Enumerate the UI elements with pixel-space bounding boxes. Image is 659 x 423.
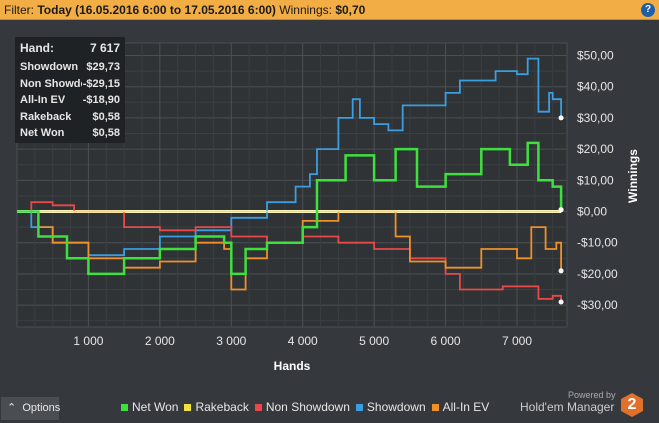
y-tick-label: -$10,00 bbox=[577, 236, 618, 250]
tooltip-row: Showdown $29,73 bbox=[15, 59, 125, 76]
legend: Net Won Rakeback Non Showdown Showdown All-I… bbox=[121, 400, 489, 414]
filter-label: Filter: bbox=[4, 3, 34, 17]
winnings-label: Winnings: bbox=[279, 3, 332, 17]
series-end-point bbox=[558, 299, 564, 305]
series-line-net-won bbox=[17, 141, 563, 276]
tooltip-label: Net Won bbox=[20, 127, 65, 139]
tooltip-value: $0,58 bbox=[92, 110, 120, 123]
legend-swatch bbox=[184, 403, 192, 411]
tooltip-row: Rakeback $0,58 bbox=[15, 109, 125, 126]
x-tick-label: 7 000 bbox=[502, 334, 532, 348]
tooltip-row: Hand: 7 617 bbox=[15, 37, 125, 59]
tooltip-label: Rakeback bbox=[20, 110, 72, 123]
legend-label: All-In EV bbox=[442, 400, 490, 414]
x-tick-label: 5 000 bbox=[359, 334, 389, 348]
tooltip-label: Non Showdown bbox=[20, 77, 82, 90]
y-tick-label: $40,00 bbox=[577, 80, 614, 94]
brand-logo-icon: 2 bbox=[621, 393, 643, 417]
legend-label: Rakeback bbox=[195, 400, 249, 414]
y-tick-label: $0,00 bbox=[577, 205, 607, 219]
options-label: Options bbox=[22, 402, 61, 414]
tooltip-label: Showdown bbox=[20, 61, 79, 73]
options-button[interactable]: ⌃ Options bbox=[1, 397, 61, 420]
powered-by: Powered by bbox=[568, 390, 616, 400]
series-line-showdown bbox=[17, 57, 562, 257]
x-tick-label: 6 000 bbox=[431, 334, 461, 348]
y-tick-label: $30,00 bbox=[577, 111, 614, 125]
y-tick-label: -$20,00 bbox=[577, 267, 618, 281]
legend-swatch bbox=[355, 403, 363, 411]
x-axis-label: Hands bbox=[274, 359, 311, 373]
x-tick-label: 4 000 bbox=[288, 334, 318, 348]
legend-item[interactable]: Net Won bbox=[121, 400, 178, 414]
tooltip-label: Hand: bbox=[20, 41, 54, 55]
y-tick-label: $10,00 bbox=[577, 173, 614, 187]
legend-item[interactable]: Non Showdown bbox=[254, 400, 350, 414]
tooltip-value: $29,73 bbox=[86, 61, 120, 73]
y-tick-label: $20,00 bbox=[577, 142, 614, 156]
brand-name: Hold'em Manager bbox=[520, 400, 615, 414]
legend-item[interactable]: All-In EV bbox=[431, 400, 490, 414]
tooltip-row: Net Won $0,58 bbox=[15, 125, 125, 142]
tooltip-row: Non Showdown-$29,15 bbox=[15, 76, 125, 93]
tooltip-value: -$18,90 bbox=[82, 94, 120, 106]
legend-swatch bbox=[431, 403, 439, 411]
y-axis-label: Winnings bbox=[626, 149, 640, 203]
x-tick-label: 2 000 bbox=[145, 334, 175, 348]
legend-label: Showdown bbox=[366, 400, 426, 414]
series-end-point bbox=[558, 268, 564, 274]
x-tick-label: 1 000 bbox=[73, 334, 103, 348]
legend-swatch bbox=[121, 403, 128, 411]
legend-swatch bbox=[254, 403, 262, 411]
legend-label: Non Showdown bbox=[265, 400, 350, 414]
legend-label: Net Won bbox=[132, 400, 179, 414]
series-end-point bbox=[558, 207, 564, 213]
winnings-value: $0,70 bbox=[335, 3, 366, 17]
tooltip-value: 7 617 bbox=[89, 41, 120, 55]
filter-value[interactable]: Today (16.05.2016 6:00 to 17.05.2016 6:0… bbox=[37, 3, 276, 17]
tooltip-value: -$29,15 bbox=[82, 77, 120, 90]
tooltip-value: $0,58 bbox=[92, 127, 120, 139]
help-icon[interactable]: ? bbox=[641, 3, 655, 17]
y-tick-label: -$30,00 bbox=[577, 298, 618, 312]
x-tick-label: 3 000 bbox=[216, 334, 246, 348]
legend-item[interactable]: Showdown bbox=[355, 400, 426, 414]
y-tick-label: $50,00 bbox=[577, 48, 614, 62]
legend-item[interactable]: Rakeback bbox=[184, 400, 249, 414]
tooltip-label: All-In EV bbox=[20, 94, 66, 106]
filter-bar: Filter: Today (16.05.2016 6:00 to 17.05.… bbox=[0, 0, 659, 20]
tooltip-row: All-In EV -$18,90 bbox=[15, 92, 125, 109]
hover-tooltip: Hand: 7 617 Showdown $29,73 Non Showdown-$29… bbox=[15, 37, 125, 143]
series-end-point bbox=[558, 115, 564, 121]
